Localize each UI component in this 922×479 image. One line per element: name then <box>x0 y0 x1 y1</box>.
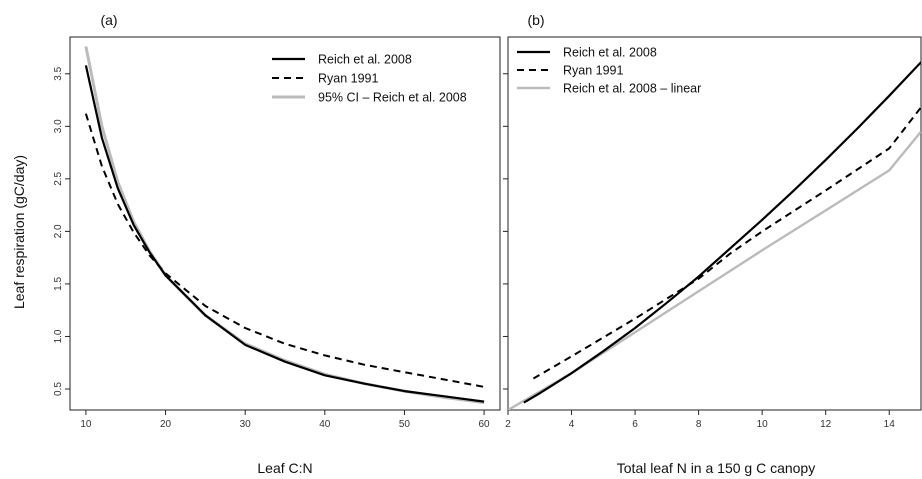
legend-label: Reich et al. 2008 – linear <box>563 82 701 96</box>
legend-a: Reich et al. 2008 Ryan 1991 95% CI – Reich… <box>272 53 467 105</box>
y-axis-a: 0.5 1.0 1.5 2.0 2.5 3.0 3.5 <box>53 66 70 396</box>
series-line-3 <box>508 130 921 410</box>
y-ticks-b <box>503 73 508 390</box>
x-tick-label: 20 <box>160 419 172 430</box>
y-tick-label: 3.5 <box>53 66 64 80</box>
x-tick-label: 12 <box>820 419 832 430</box>
y-tick-label: 2.0 <box>53 224 64 238</box>
panel-b: (b) 2 4 6 8 10 12 14 Reich et al. 2008 Ryan 199… <box>503 12 922 476</box>
series-lines-a <box>84 46 485 405</box>
y-tick-label: 3.0 <box>53 119 64 133</box>
x-axis-label-a: Leaf C:N <box>257 460 312 476</box>
y-axis-label: Leaf respiration (gC/day) <box>11 155 27 309</box>
series-line-2 <box>84 113 485 388</box>
x-tick-label: 30 <box>240 419 252 430</box>
y-tick-label: 1.0 <box>53 329 64 343</box>
legend-label: Ryan 1991 <box>563 64 624 78</box>
x-tick-label: 8 <box>696 419 702 430</box>
legend-label: Reich et al. 2008 <box>318 53 412 67</box>
y-tick-label: 2.5 <box>53 171 64 185</box>
series-line-1 <box>84 65 485 403</box>
legend-label: 95% CI – Reich et al. 2008 <box>318 91 467 105</box>
x-tick-label: 2 <box>505 419 511 430</box>
legend-label: Ryan 1991 <box>318 72 379 86</box>
x-tick-label: 60 <box>479 419 491 430</box>
series-line-1 <box>523 61 921 404</box>
x-axis-b: 2 4 6 8 10 12 14 <box>505 410 895 430</box>
x-axis-label-b: Total leaf N in a 150 g C canopy <box>617 460 815 476</box>
legend-label: Reich et al. 2008 <box>563 46 657 60</box>
x-tick-label: 14 <box>884 419 896 430</box>
panel-label-a: (a) <box>100 12 117 28</box>
x-tick-label: 6 <box>632 419 638 430</box>
panel-a: (a) 0.5 1.0 1.5 2.0 2.5 3.0 3.5 10 20 30 40 50 60 R… <box>53 12 501 476</box>
series-lines-b <box>508 61 921 410</box>
x-axis-a: 10 20 30 40 50 60 <box>80 410 490 430</box>
plot-frame-b <box>507 36 922 411</box>
y-tick-label: 0.5 <box>53 382 64 396</box>
plot-frame-a <box>69 36 501 411</box>
x-tick-label: 4 <box>569 419 575 430</box>
x-tick-label: 10 <box>757 419 769 430</box>
x-tick-label: 50 <box>399 419 411 430</box>
y-tick-label: 1.5 <box>53 277 64 291</box>
panel-label-b: (b) <box>527 12 544 28</box>
legend-b: Reich et al. 2008 Ryan 1991 Reich et al. 2… <box>517 46 701 96</box>
x-tick-label: 40 <box>319 419 331 430</box>
x-tick-label: 10 <box>80 419 92 430</box>
series-line-2 <box>532 106 921 380</box>
